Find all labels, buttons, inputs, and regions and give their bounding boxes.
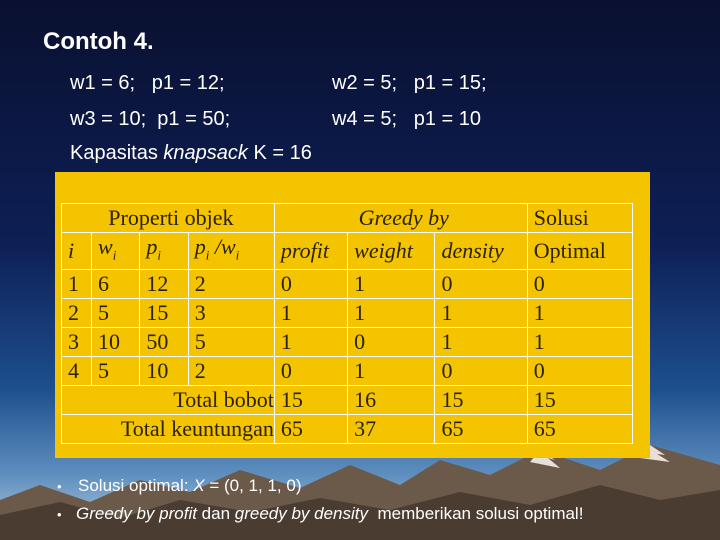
table-group-header-row: Properti objek Greedy by Solusi [61,203,634,233]
page-title: Contoh 4. [43,28,154,55]
param-line-1: w1 = 6; p1 = 12; [70,72,225,94]
total-bobot-row: Total bobot 15 16 15 15 [61,385,634,416]
bullet-dot-icon: • [57,507,62,522]
knapsack-table-panel: Properti objek Greedy by Solusi i wi pi … [55,172,650,458]
table-row: 3 10 50 5 1 0 1 1 [61,327,634,358]
param-line-2: w3 = 10; p1 = 50; [70,108,231,130]
param-line-1b: w2 = 5; p1 = 15; [332,72,487,94]
col-wi: wi [90,231,141,271]
total-keuntungan-row: Total keuntungan 65 37 65 65 [61,414,634,445]
table-column-header-row: i wi pi pi /wi profit weight density Opt… [61,231,634,271]
table-row: 2 5 15 3 1 1 1 1 [61,298,634,329]
col-piwi: pi /wi [187,231,275,271]
table-row: 4 5 10 2 0 1 0 0 [61,356,634,387]
col-weight: weight [347,231,436,271]
bullet-solusi-optimal: Solusi optimal: X = (0, 1, 1, 0) [78,476,302,495]
header-greedy: Greedy by [273,203,528,233]
total-keuntungan-label: Total keuntungan [61,414,275,445]
knapsack-table: Properti objek Greedy by Solusi i wi pi … [61,203,634,445]
capacity-line: Kapasitas knapsack K = 16 [70,142,312,164]
header-properti: Properti objek [61,203,275,233]
table-row: 1 6 12 2 0 1 0 0 [61,269,634,300]
col-density: density [434,231,528,271]
header-solusi: Solusi [526,203,634,233]
col-optimal: Optimal [526,231,634,271]
bullet-greedy-summary: Greedy by profit dan greedy by density m… [76,504,584,523]
col-i: i [61,231,92,271]
total-bobot-label: Total bobot [61,385,275,416]
col-pi: pi [139,231,189,271]
col-profit: profit [273,231,349,271]
bullet-dot-icon: • [57,479,62,494]
param-line-2b: w4 = 5; p1 = 10 [332,108,482,130]
